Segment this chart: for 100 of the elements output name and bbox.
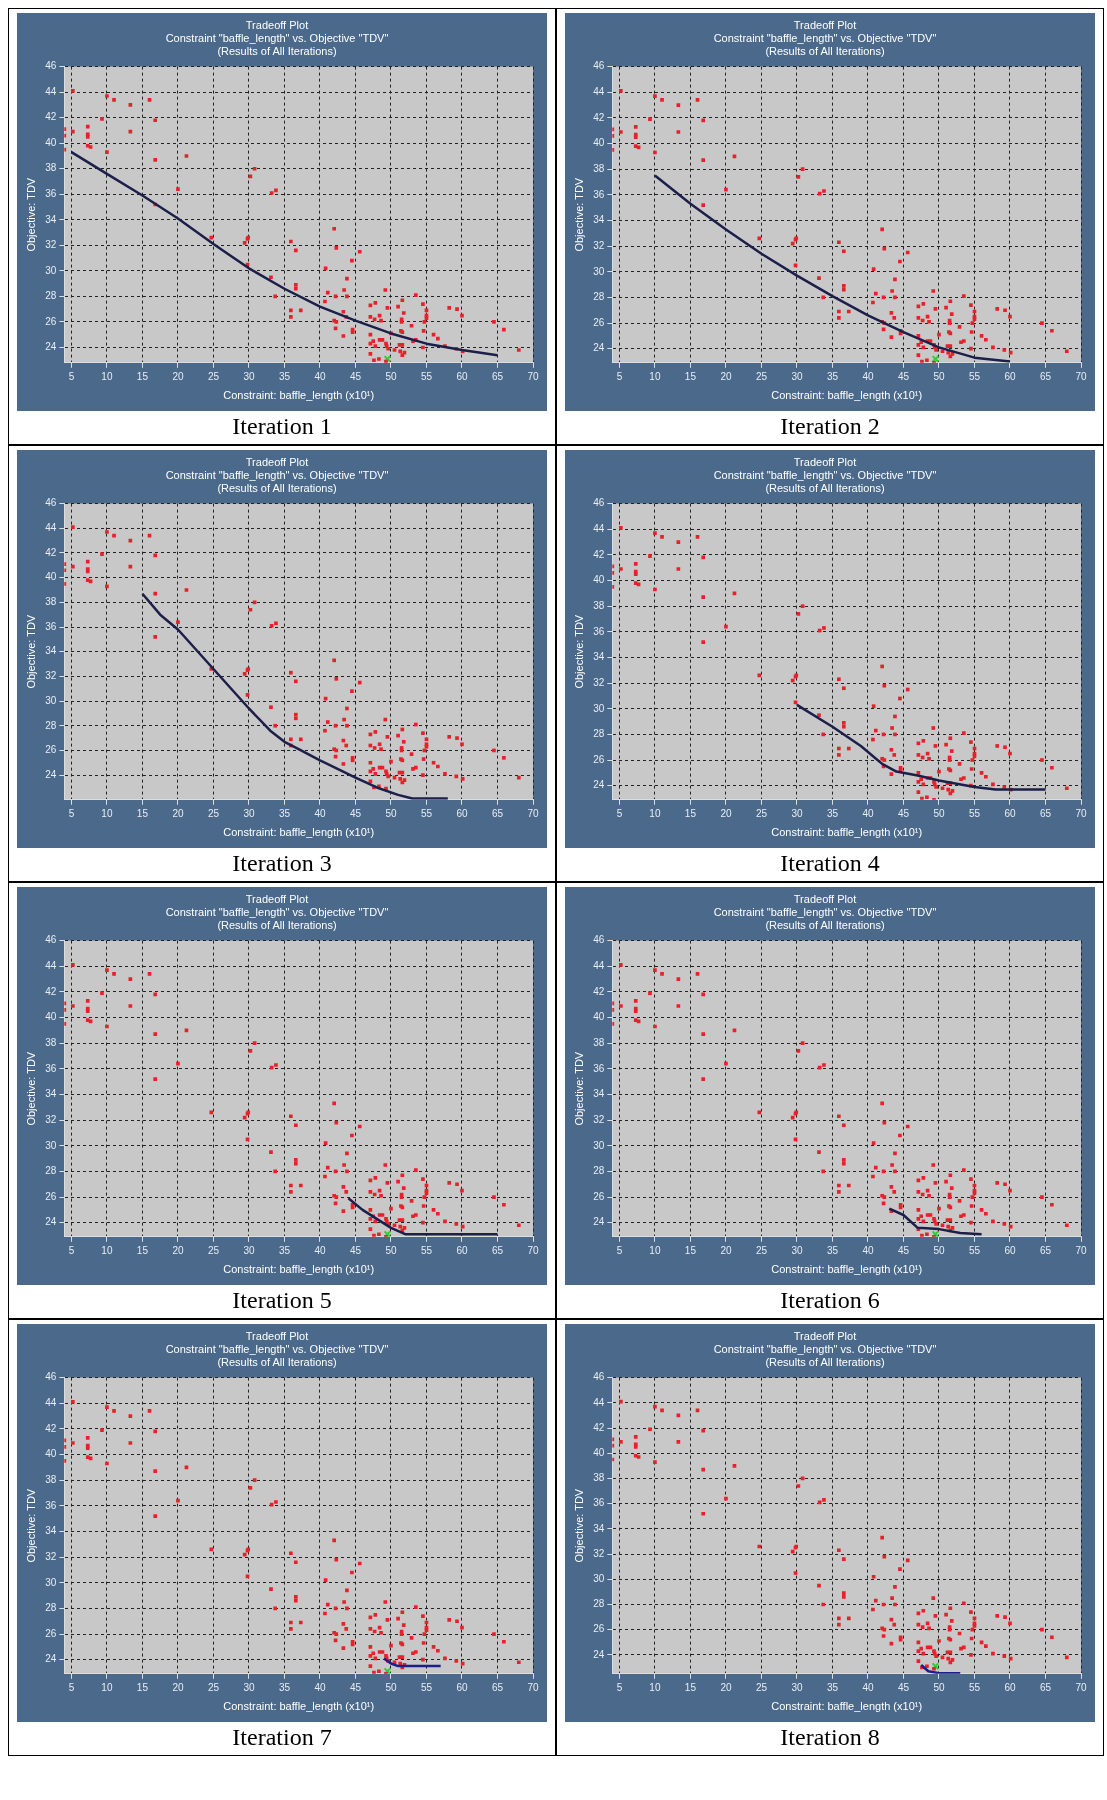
- x-tick-label: 25: [207, 807, 220, 819]
- x-tick-label: 25: [755, 370, 768, 382]
- y-tick-label: 24: [45, 341, 57, 353]
- x-tick-label: 5: [616, 1244, 623, 1256]
- chart-title: Tradeoff Plot: [245, 1329, 309, 1342]
- x-tick-label: 20: [720, 370, 732, 382]
- x-tick-label: 60: [1004, 807, 1016, 819]
- x-tick-label: 5: [616, 370, 623, 382]
- y-tick-label: 42: [593, 985, 605, 997]
- y-axis-title: Objective: TDV: [572, 177, 585, 252]
- y-tick-label: 40: [593, 137, 605, 149]
- y-tick-label: 24: [593, 1648, 605, 1660]
- x-tick-label: 30: [791, 1681, 803, 1693]
- x-tick-label: 40: [862, 1681, 874, 1693]
- y-tick-label: 46: [45, 497, 57, 509]
- x-tick-label: 25: [207, 370, 220, 382]
- x-axis-title: Constraint: baffle_length (x10¹): [223, 1700, 375, 1713]
- x-tick-label: 20: [172, 1244, 184, 1256]
- y-tick-label: 38: [593, 1472, 605, 1484]
- y-axis-title: Objective: TDV: [24, 1051, 37, 1126]
- x-tick-label: 25: [207, 1681, 220, 1693]
- x-tick-label: 50: [933, 1681, 945, 1693]
- text: Iteration 5: [232, 1286, 332, 1315]
- y-tick-label: 38: [593, 599, 605, 611]
- x-axis-title: Constraint: baffle_length (x10¹): [771, 1700, 923, 1713]
- x-tick-label: 65: [491, 1681, 504, 1693]
- y-tick-label: 28: [593, 291, 605, 303]
- x-tick-label: 45: [349, 1681, 362, 1693]
- x-tick-label: 50: [933, 807, 945, 819]
- y-tick-label: 34: [593, 214, 605, 226]
- y-tick-label: 36: [593, 1062, 605, 1074]
- x-tick-label: 40: [862, 807, 874, 819]
- x-tick-label: 60: [456, 1244, 468, 1256]
- x-tick-label: 20: [172, 807, 184, 819]
- text: Iteration 7: [232, 1723, 332, 1752]
- x-tick-label: 40: [314, 1244, 326, 1256]
- x-tick-label: 10: [649, 370, 661, 382]
- x-tick-label: 25: [755, 1681, 768, 1693]
- y-tick-label: 28: [45, 1165, 57, 1177]
- x-tick-label: 70: [1075, 370, 1087, 382]
- y-tick-label: 34: [593, 1522, 605, 1534]
- x-axis-title: Constraint: baffle_length (x10¹): [771, 826, 923, 839]
- y-tick-label: 38: [593, 1036, 605, 1048]
- x-tick-label: 70: [527, 370, 539, 382]
- y-tick-label: 28: [593, 1165, 605, 1177]
- y-tick-label: 46: [45, 1371, 57, 1383]
- y-tick-label: 40: [45, 1448, 57, 1460]
- y-axis-title: Objective: TDV: [24, 177, 37, 252]
- text: Iteration 8: [780, 1723, 880, 1752]
- x-tick-label: 70: [1075, 1681, 1087, 1693]
- y-tick-label: 26: [593, 1190, 605, 1202]
- x-tick-label: 45: [897, 370, 910, 382]
- y-tick-label: 42: [593, 1421, 605, 1433]
- y-tick-label: 44: [593, 522, 605, 534]
- y-tick-label: 40: [45, 1011, 57, 1023]
- x-tick-label: 10: [649, 1681, 661, 1693]
- x-tick-label: 65: [491, 1244, 504, 1256]
- x-tick-label: 20: [720, 1244, 732, 1256]
- chart-subtitle: Constraint "baffle_length" vs. Objective "TDV" (Results of All Iterations): [713, 1342, 937, 1369]
- x-tick-label: 65: [1039, 1244, 1052, 1256]
- x-tick-label: 70: [527, 807, 539, 819]
- y-tick-label: 28: [45, 719, 57, 731]
- x-tick-label: 60: [456, 370, 468, 382]
- y-tick-label: 30: [45, 1576, 57, 1588]
- x-tick-label: 55: [420, 1244, 433, 1256]
- y-tick-label: 24: [593, 342, 605, 354]
- y-tick-label: 32: [593, 239, 605, 251]
- x-tick-label: 25: [755, 1244, 768, 1256]
- x-tick-label: 60: [456, 1681, 468, 1693]
- x-tick-label: 40: [314, 807, 326, 819]
- x-tick-label: 30: [243, 370, 255, 382]
- chart-subtitle: Constraint "baffle_length" vs. Objective "TDV" (Results of All Iterations): [713, 468, 937, 495]
- y-tick-label: 42: [45, 546, 57, 558]
- x-tick-label: 40: [862, 370, 874, 382]
- x-tick-label: 55: [420, 1681, 433, 1693]
- x-tick-label: 65: [1039, 1681, 1052, 1693]
- y-tick-label: 36: [45, 188, 57, 200]
- y-axis-title: Objective: TDV: [572, 1051, 585, 1126]
- y-tick-label: 44: [593, 86, 605, 97]
- x-tick-label: 25: [755, 807, 768, 819]
- x-tick-label: 40: [314, 1681, 326, 1693]
- y-tick-label: 32: [593, 1113, 605, 1125]
- x-tick-label: 70: [527, 1244, 539, 1256]
- x-tick-label: 10: [649, 807, 661, 819]
- y-tick-label: 32: [593, 676, 605, 688]
- y-tick-label: 44: [593, 1396, 605, 1408]
- x-tick-label: 45: [349, 1244, 362, 1256]
- y-tick-label: 26: [45, 1190, 57, 1202]
- y-tick-label: 42: [45, 111, 57, 123]
- y-tick-label: 44: [45, 959, 57, 971]
- y-tick-label: 34: [593, 1088, 605, 1100]
- x-tick-label: 5: [68, 807, 75, 819]
- x-tick-label: 10: [101, 807, 113, 819]
- y-tick-label: 46: [593, 497, 605, 509]
- x-tick-label: 65: [1039, 807, 1052, 819]
- y-tick-label: 36: [593, 1497, 605, 1509]
- y-tick-label: 30: [593, 702, 605, 714]
- y-tick-label: 38: [45, 1473, 57, 1485]
- x-tick-label: 10: [101, 1681, 113, 1693]
- y-tick-label: 40: [593, 1011, 605, 1023]
